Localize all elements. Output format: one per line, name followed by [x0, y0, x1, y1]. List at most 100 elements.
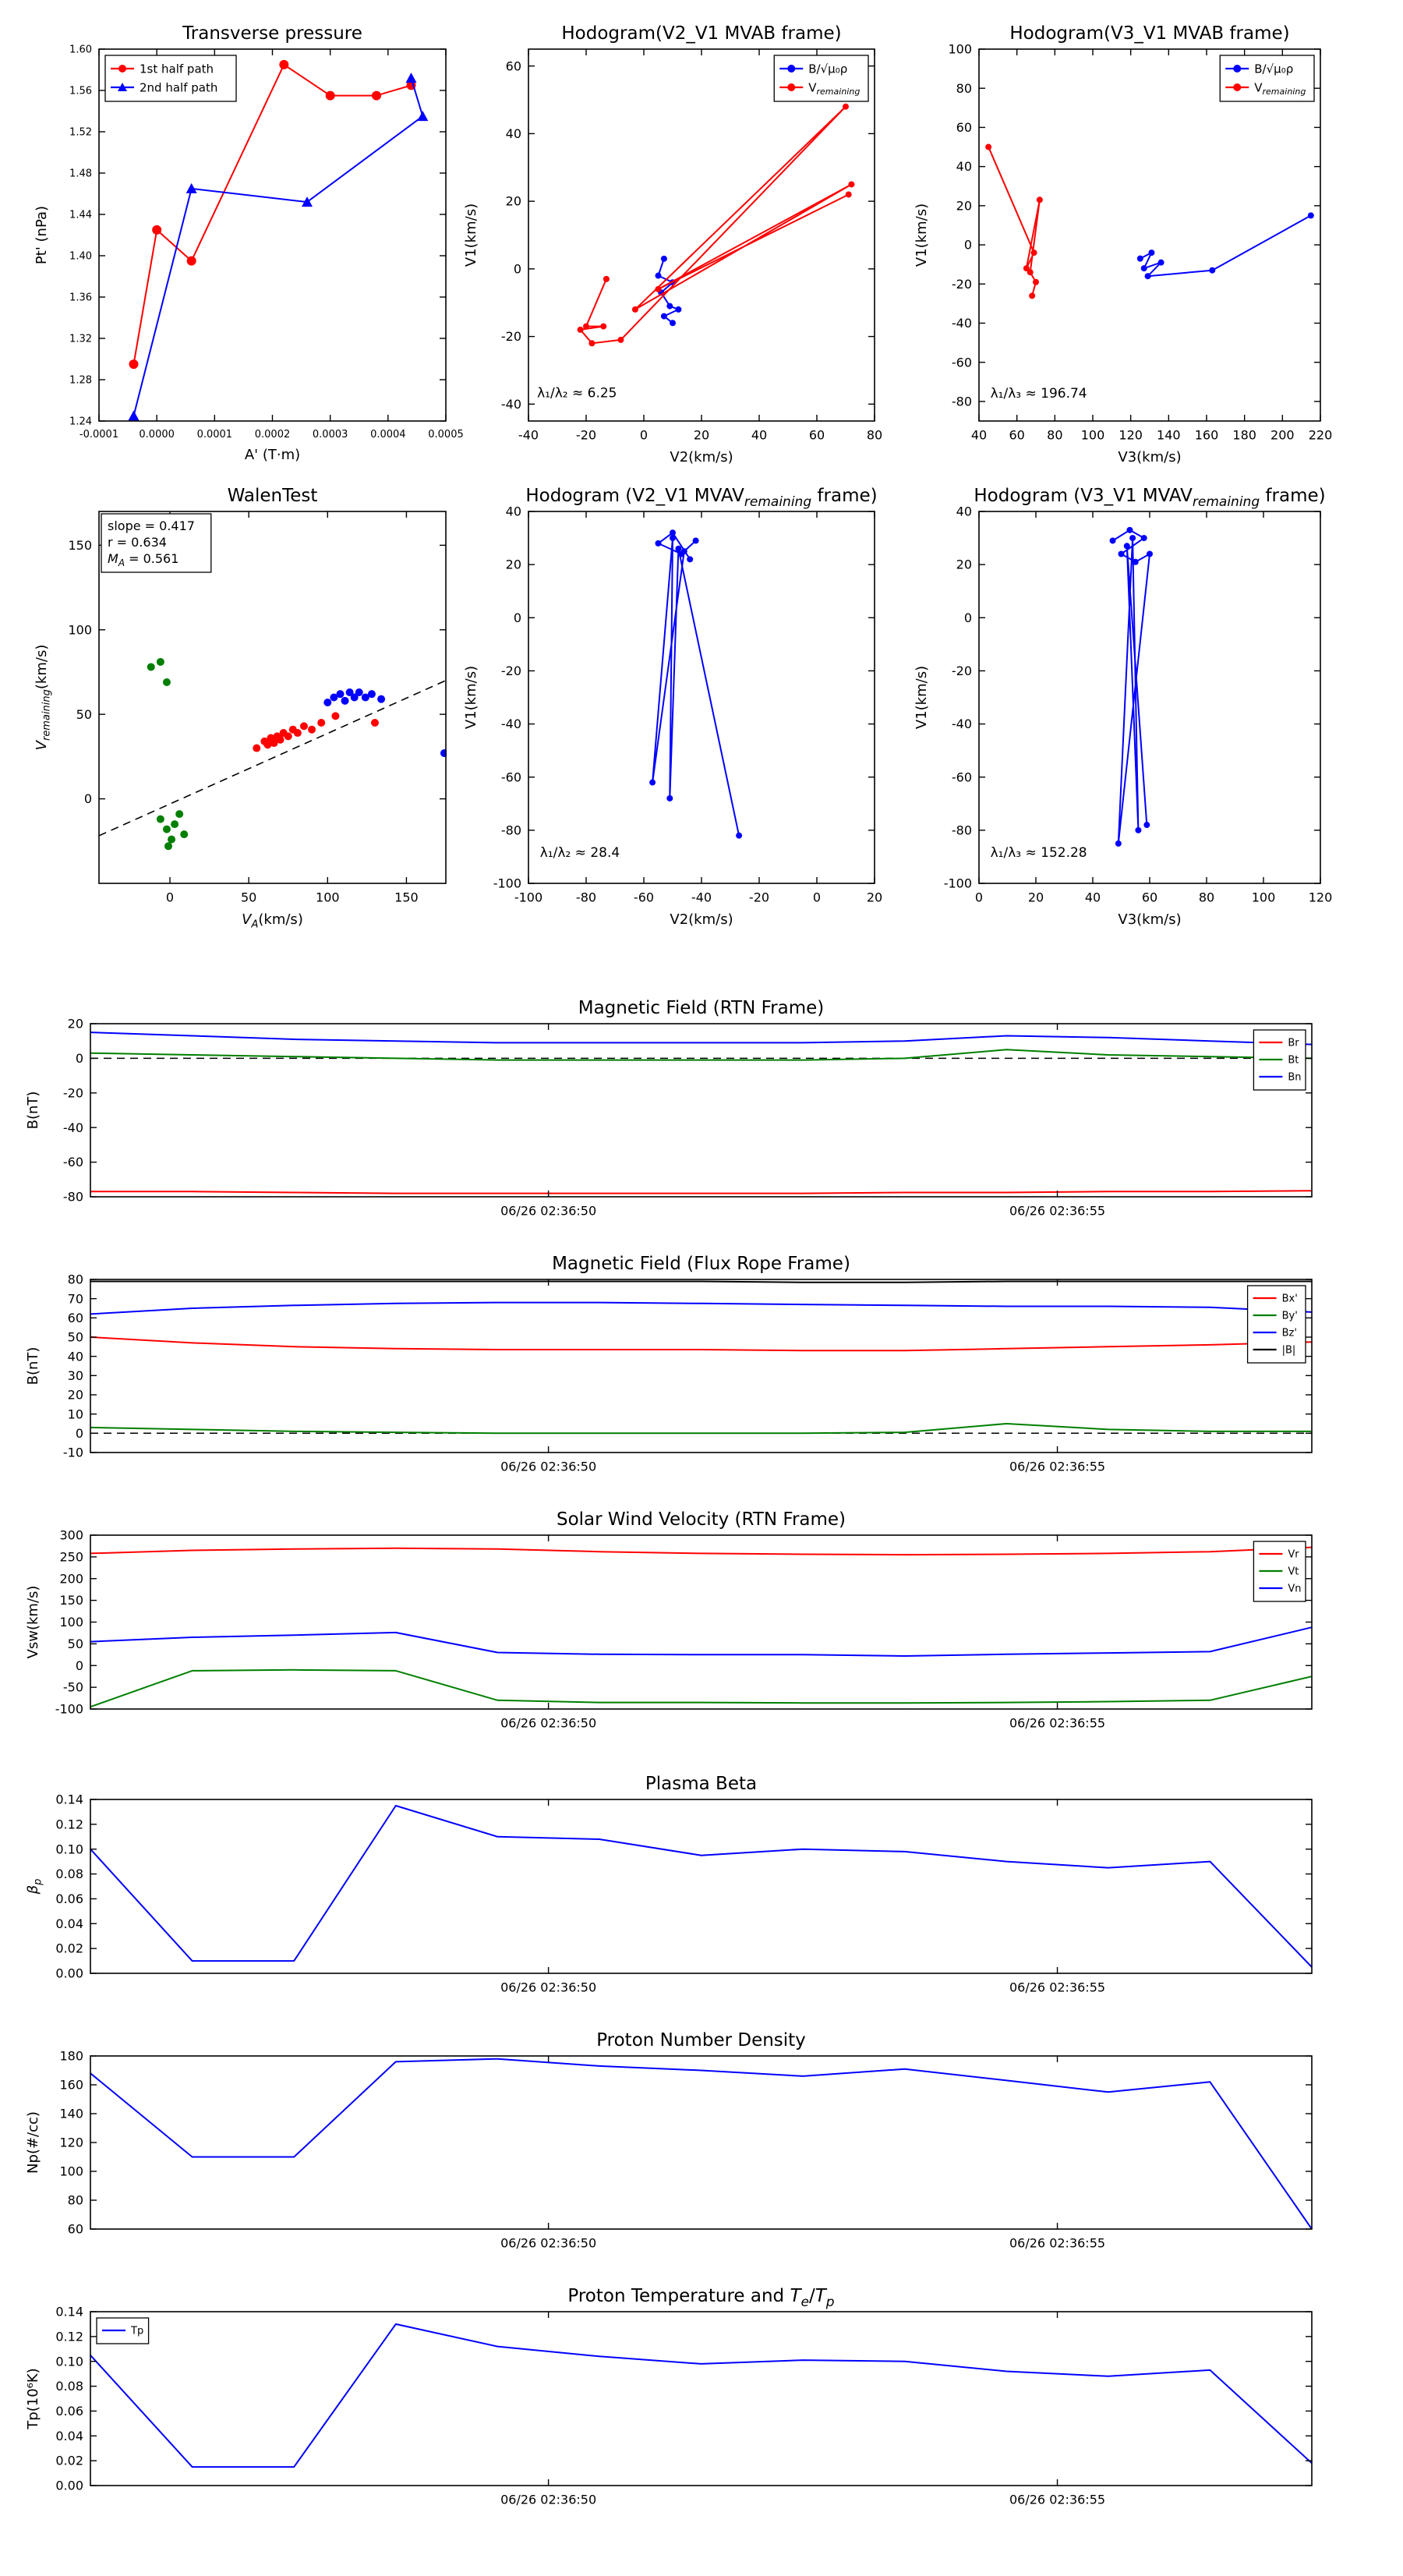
- triangle-marker: [417, 111, 429, 122]
- point-marker: [1144, 273, 1151, 280]
- b-rtn-ticks: 06/26 02:36:50 06/26 02:36:55 -80 -60 -40 -20…: [63, 1017, 1312, 1219]
- proton-density-title: Proton Number Density: [596, 2030, 806, 2051]
- plasma-beta-ytick-label: 0.14: [55, 1792, 83, 1807]
- hodogram-v2v1-mvab-title: Hodogram(V2_V1 MVAB frame): [561, 23, 841, 44]
- transverse-pressure-ylabel: Pt' (nPa): [34, 206, 50, 264]
- walen-test-textbox-line: r = 0.634: [108, 535, 167, 550]
- point-marker: [129, 359, 139, 370]
- hodogram-v2v1-mvab-ytick-label: 0: [514, 261, 521, 276]
- point-marker: [1027, 269, 1034, 276]
- transverse-pressure-ytick-label: 1.60: [69, 44, 92, 56]
- hodogram-v2v1-mvav-xtick-label: 0: [813, 890, 821, 905]
- point-marker: [350, 693, 359, 702]
- point-marker: [845, 191, 852, 198]
- point-marker: [670, 529, 676, 536]
- triangle-marker: [118, 83, 127, 91]
- point-marker: [603, 275, 610, 282]
- vsw-rtn-ytick-label: 300: [59, 1528, 83, 1543]
- point-marker: [1307, 212, 1314, 219]
- transverse-pressure-xlabel: A' (T·m): [245, 447, 300, 463]
- point-marker: [692, 537, 699, 544]
- triangle-marker: [405, 73, 417, 83]
- plasma-beta-ytick-label: 0.04: [55, 1916, 83, 1931]
- proton-density-frame: [90, 2055, 1313, 2230]
- point-marker: [370, 719, 379, 727]
- transverse-pressure-legend: 1st half path 2nd half path: [104, 55, 237, 102]
- point-marker: [680, 548, 687, 555]
- point-marker: [317, 719, 326, 727]
- point-marker: [687, 556, 694, 563]
- b-rtn-legend-label: Bn: [1288, 1072, 1301, 1084]
- b-fluxrope-legend-label: Bx': [1282, 1293, 1298, 1305]
- b-rtn-legend-label: Bt: [1288, 1055, 1299, 1067]
- transverse-pressure-ytick-label: 1.32: [69, 334, 92, 345]
- panel-transverse-pressure: -0.0001 0.0000 0.0001 0.0002 0.0003 0.0004 0.0…: [34, 23, 464, 463]
- vsw-rtn-ylabel: Vsw(km/s): [25, 1586, 41, 1659]
- panel-proton-density: 06/26 02:36:50 06/26 02:36:55 60 80 100 120 14…: [25, 2030, 1313, 2251]
- point-marker: [1030, 249, 1037, 257]
- walen-test-walen-relation-line: [98, 680, 447, 837]
- point-marker: [600, 323, 607, 330]
- hodogram-v3v1-mvav-ylabel: V1(km/s): [914, 666, 930, 729]
- walen-test-ytick-label: 150: [68, 538, 92, 553]
- proton-density-np: [90, 2058, 1313, 2230]
- proton-density-ytick-label: 120: [59, 2135, 83, 2150]
- hodogram-v2v1-mvav-xtick-label: -60: [634, 890, 654, 905]
- proton-density-ytick-label: 100: [59, 2164, 83, 2179]
- point-marker: [325, 90, 335, 101]
- hodogram-v3v1-mvav-ytick-label: 0: [964, 610, 972, 625]
- proton-temp-ylabel: Tp(10⁶K): [25, 2368, 41, 2429]
- proton-density-ytick-label: 180: [59, 2049, 83, 2064]
- point-marker: [787, 65, 796, 73]
- b-fluxrope-bz-prime: [90, 1301, 1313, 1315]
- walen-test-xlabel: VA(km/s): [242, 911, 303, 931]
- hodogram-v3v1-mvab-legend-label: Vremaining: [1254, 80, 1306, 97]
- point-marker: [666, 303, 673, 310]
- hodogram-v2v1-mvav-xtick-label: -20: [749, 890, 769, 905]
- hodogram-v3v1-mvab-xtick-label: 200: [1270, 428, 1295, 443]
- walen-test-ytick-label: 0: [84, 791, 92, 806]
- hodogram-v3v1-mvab-xtick-label: 100: [1081, 428, 1105, 443]
- hodogram-v3v1-mvav-ytick-label: -80: [952, 823, 972, 837]
- vsw-rtn-ytick-label: 150: [59, 1593, 83, 1608]
- plasma-beta-title: Plasma Beta: [645, 1774, 757, 1794]
- hodogram-v3v1-mvab-xtick-label: 220: [1309, 428, 1333, 443]
- hodogram-v3v1-mvab-annotation: λ₁/λ₃ ≈ 196.74: [991, 386, 1087, 402]
- point-marker: [341, 696, 349, 705]
- proton-temp-xtick-label: 06/26 02:36:55: [1009, 2493, 1105, 2507]
- hodogram-v2v1-mvav-xtick-label: -100: [514, 890, 542, 905]
- b-fluxrope-bx-prime: [90, 1336, 1313, 1352]
- hodogram-v3v1-mvab-b-path: [1140, 214, 1312, 278]
- hodogram-v2v1-mvav-ytick-label: -40: [501, 717, 521, 731]
- proton-density-ytick-label: 80: [68, 2193, 83, 2208]
- b-rtn-title: Magnetic Field (RTN Frame): [578, 998, 825, 1018]
- point-marker: [1233, 83, 1242, 91]
- panel-hodogram-v2v1-mvav: -100 -80 -60 -40 -20 0 20 -100 -80 -60 -40 -20 0 20 40…: [463, 486, 882, 928]
- proton-density-ylabel: Np(#/cc): [25, 2111, 41, 2174]
- hodogram-v2v1-mvab-xlabel: V2(km/s): [670, 449, 733, 465]
- proton-temp-tp: [90, 2323, 1313, 2468]
- plasma-beta-xtick-label: 06/26 02:36:55: [1009, 1980, 1105, 1995]
- hodogram-v2v1-mvab-ytick-label: 60: [506, 58, 521, 73]
- b-fluxrope-title: Magnetic Field (Flux Rope Frame): [552, 1254, 850, 1274]
- hodogram-v3v1-mvab-xtick-label: 60: [1009, 428, 1024, 443]
- vsw-rtn-ytick-label: 0: [76, 1658, 83, 1673]
- hodogram-v2v1-mvab-ytick-label: -40: [501, 397, 521, 412]
- b-rtn-bt: [90, 1049, 1313, 1061]
- hodogram-v2v1-mvab-frame: [528, 48, 875, 422]
- transverse-pressure-ytick-label: 1.48: [69, 168, 92, 180]
- b-fluxrope-ticks: 06/26 02:36:50 06/26 02:36:55 -10 0 10 20 30 40…: [63, 1272, 1312, 1474]
- plasma-beta-ytick-label: 0.06: [55, 1891, 83, 1906]
- point-marker: [180, 830, 189, 839]
- proton-temp-ticks: 06/26 02:36:50 06/26 02:36:55 0.00 0.02 0.04…: [55, 2305, 1312, 2507]
- hodogram-v2v1-mvab-ytick-label: 40: [506, 126, 521, 141]
- b-rtn-ylabel: B(nT): [25, 1092, 41, 1130]
- proton-density-xtick-label: 06/26 02:36:50: [500, 2236, 596, 2251]
- triangle-marker: [302, 196, 313, 207]
- hodogram-v3v1-mvav-annotation: λ₁/λ₃ ≈ 152.28: [991, 845, 1087, 861]
- point-marker: [660, 255, 667, 262]
- proton-temp-frame: [90, 2311, 1313, 2486]
- point-marker: [355, 688, 363, 696]
- plasma-beta-ytick-label: 0.12: [55, 1817, 83, 1831]
